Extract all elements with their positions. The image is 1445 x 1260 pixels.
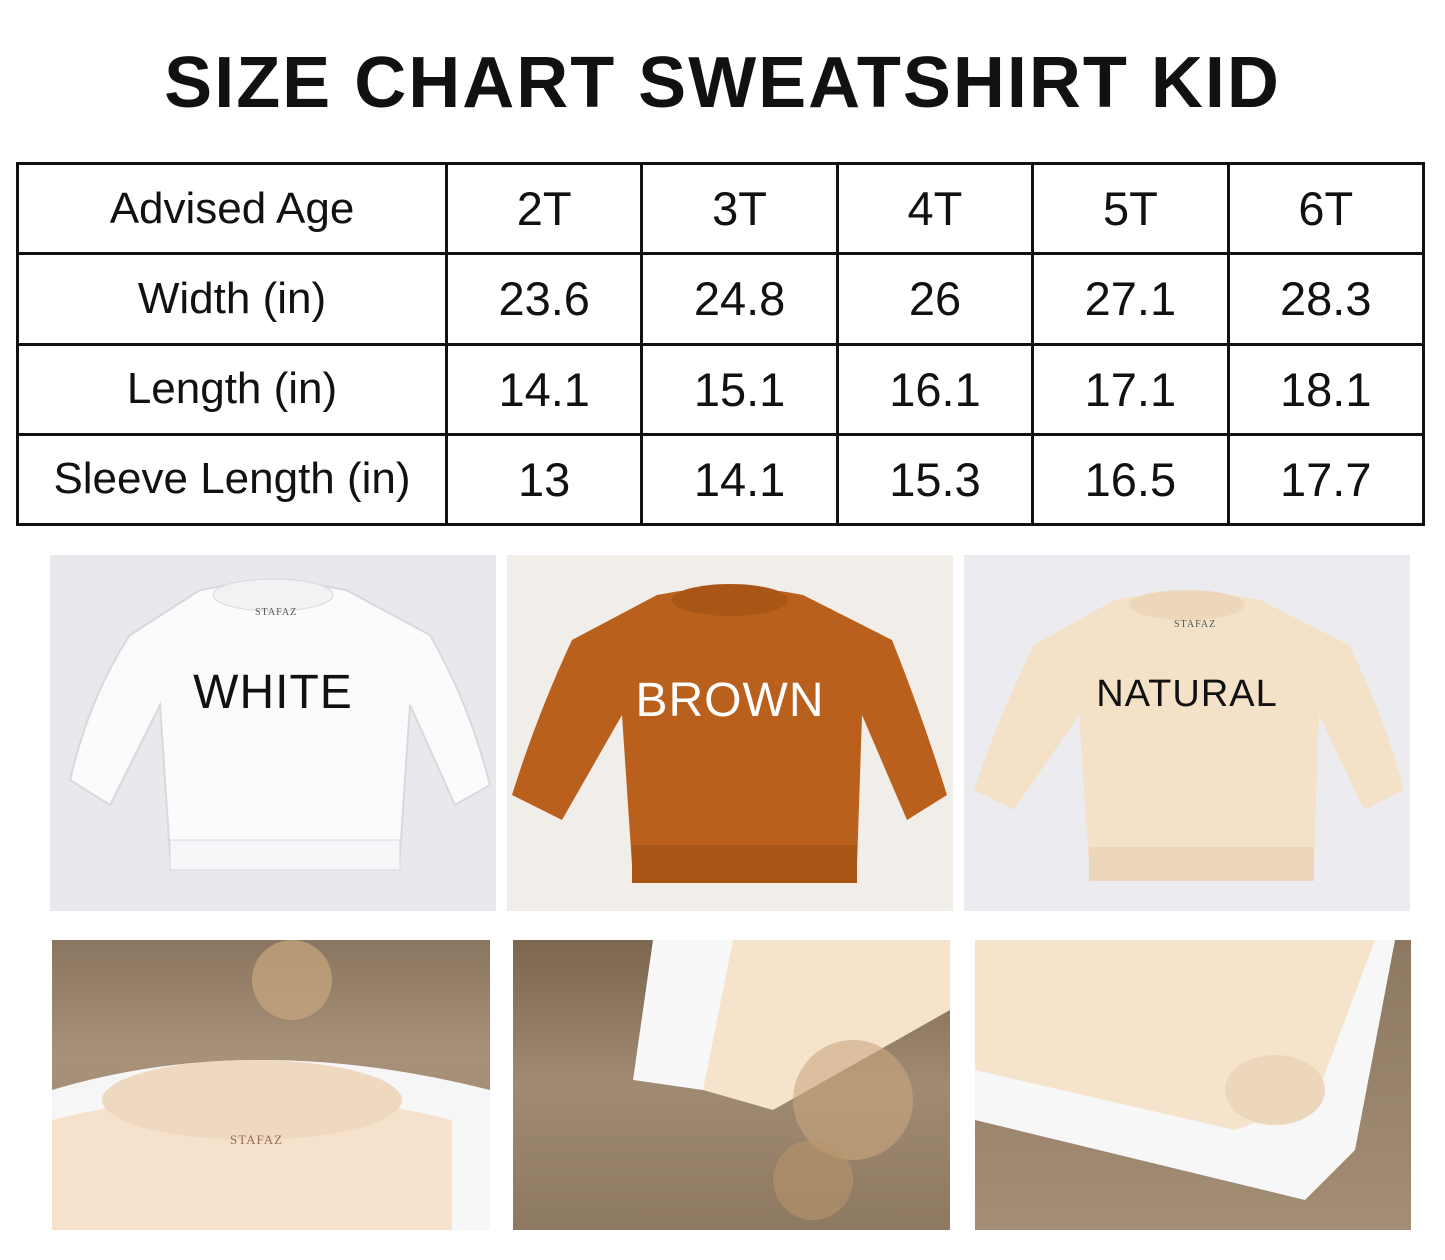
brand-tag: STAFAZ [1174,619,1217,630]
color-label-natural: NATURAL [1096,673,1278,715]
photo-detail-hem [975,940,1411,1230]
table-cell: 26 [835,252,1035,346]
table-row: Width (in) 23.6 24.8 26 27.1 28.3 [16,252,1426,346]
table-cell: 18.1 [1226,342,1426,436]
size-header: 6T [1226,161,1426,256]
table-cell: 14.1 [640,432,839,527]
photo-white-sweatshirt: STAFAZ WHITE [50,555,496,911]
table-cell: 14.1 [444,342,644,436]
size-header: 5T [1031,161,1230,256]
sweatshirt-illustration [68,578,492,871]
table-cell: 17.1 [1031,342,1230,436]
size-header: 4T [835,161,1035,256]
table-cell: 15.1 [640,342,839,436]
size-header: 3T [640,161,839,256]
row-label: Sleeve Length (in) [16,432,448,527]
sweatshirt-illustration [512,584,947,883]
header-label: Advised Age [16,161,448,256]
sleeves-illustration [633,940,950,1220]
size-chart-table: Advised Age 2T 3T 4T 5T 6T Width (in) 23… [16,161,1426,527]
collar-illustration [52,940,490,1230]
color-label-brown: BROWN [635,674,825,727]
table-cell: 27.1 [1031,252,1230,346]
brand-tag: STAFAZ [255,607,298,618]
hem-illustration [975,940,1395,1200]
table-cell: 17.7 [1226,432,1426,527]
row-label: Width (in) [16,252,448,346]
table-cell: 24.8 [640,252,839,346]
table-cell: 16.5 [1031,432,1230,527]
page-title: SIZE CHART SWEATSHIRT KID [164,43,1281,123]
table-cell: 28.3 [1226,252,1426,346]
photo-detail-sleeves [513,940,950,1230]
size-header: 2T [444,161,644,256]
table-header-row: Advised Age 2T 3T 4T 5T 6T [16,161,1426,256]
row-label: Length (in) [16,342,448,436]
table-cell: 15.3 [835,432,1035,527]
photo-brown-sweatshirt: BROWN [507,555,953,911]
table-row: Sleeve Length (in) 13 14.1 15.3 16.5 17.… [16,432,1426,527]
table-cell: 16.1 [835,342,1035,436]
brand-tag: STAFAZ [230,1132,284,1147]
color-label-white: WHITE [193,666,353,719]
photo-detail-collar: STAFAZ [52,940,490,1230]
photo-natural-sweatshirt: STAFAZ NATURAL [964,555,1410,911]
table-row: Length (in) 14.1 15.1 16.1 17.1 18.1 [16,342,1426,436]
sweatshirt-illustration [974,590,1404,881]
table-cell: 13 [444,432,644,527]
table-cell: 23.6 [444,252,644,346]
